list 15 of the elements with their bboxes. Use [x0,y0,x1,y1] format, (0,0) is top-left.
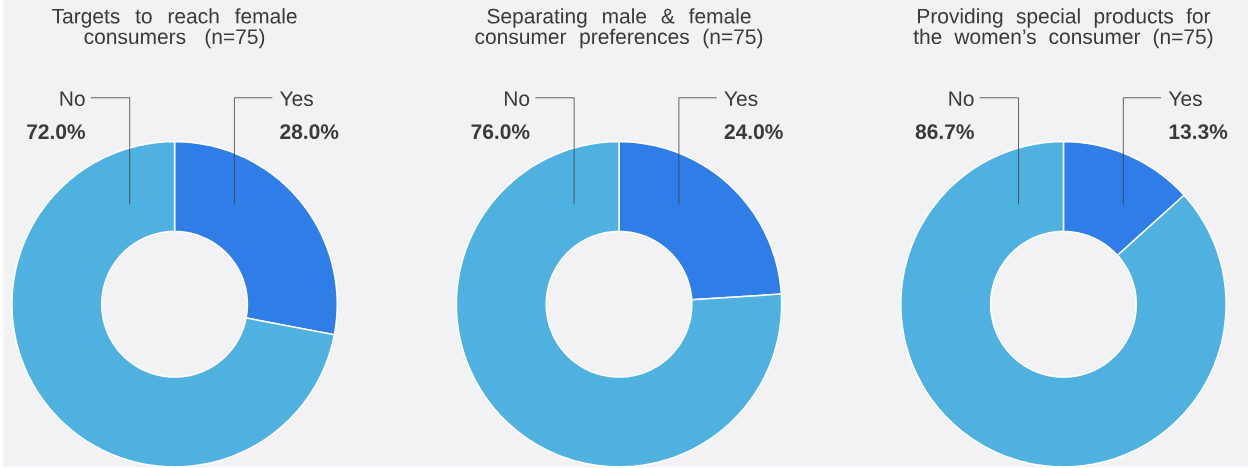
data-label: 86.7% [915,124,974,140]
chart-title: Separating male & female consumer preferences (n=75) [475,8,763,49]
slice-label: No [949,91,974,107]
data-label: 76.0% [471,124,530,140]
chart-title: Providing special products for the women’s consumer (n=75) [913,8,1213,49]
slice-label: No [504,91,530,107]
data-label: 72.0% [27,124,86,140]
slice-label: Yes [724,91,758,107]
slice-label: Yes [279,91,313,107]
chart-title: Targets to reach female consumers (n=75) [52,8,297,49]
slice-label: No [60,91,85,107]
data-label: 13.3% [1169,124,1228,140]
slice-label: Yes [1168,91,1202,107]
data-label: 24.0% [724,124,783,140]
data-label: 28.0% [280,124,339,140]
